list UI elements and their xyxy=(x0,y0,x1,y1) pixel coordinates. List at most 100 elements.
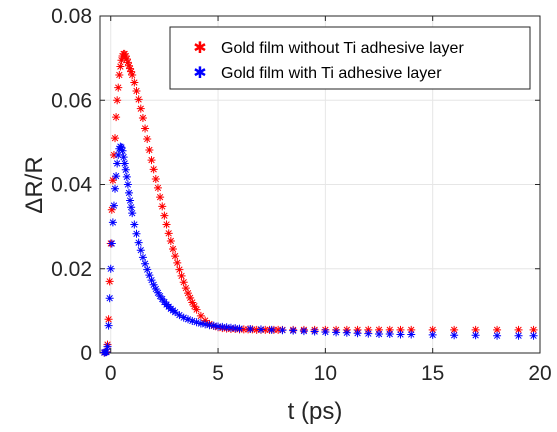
data-point xyxy=(177,271,186,280)
data-point xyxy=(364,329,373,338)
data-point xyxy=(321,327,330,336)
data-point xyxy=(111,134,120,143)
data-point xyxy=(138,253,147,262)
data-point xyxy=(342,328,351,337)
x-tick-label: 20 xyxy=(528,362,551,385)
data-point xyxy=(113,159,122,168)
data-point xyxy=(128,209,137,218)
data-point xyxy=(222,323,231,332)
data-point xyxy=(104,315,113,324)
legend-marker-1: ✱ xyxy=(193,65,206,82)
data-point xyxy=(105,294,114,303)
data-point xyxy=(147,156,156,165)
data-point xyxy=(375,330,384,339)
x-tick-label: 0 xyxy=(105,362,117,385)
axes xyxy=(99,15,541,354)
data-point xyxy=(127,203,136,212)
data-point xyxy=(164,229,173,238)
data-point xyxy=(428,330,437,339)
data-point xyxy=(278,326,287,335)
x-axis-label: t (ps) xyxy=(288,398,343,425)
data-point xyxy=(115,70,124,79)
data-point xyxy=(514,325,523,334)
data-point xyxy=(209,321,218,330)
data-point xyxy=(375,325,384,334)
data-point xyxy=(529,331,538,340)
data-point xyxy=(252,325,261,334)
data-point xyxy=(136,246,145,255)
y-tick-label: 0.04 xyxy=(51,174,92,197)
data-point xyxy=(162,220,171,229)
data-point xyxy=(109,201,118,210)
data-point xyxy=(168,244,177,253)
data-point xyxy=(151,175,160,184)
data-point xyxy=(396,330,405,339)
data-point xyxy=(123,180,132,189)
legend-marker-0: ✱ xyxy=(193,40,206,57)
data-point xyxy=(126,196,135,205)
data-point xyxy=(114,151,123,160)
data-point xyxy=(138,113,147,122)
data-point xyxy=(124,188,133,197)
data-point xyxy=(493,325,502,334)
data-point xyxy=(332,328,341,337)
data-point xyxy=(471,331,480,340)
data-point xyxy=(117,56,126,65)
data-point xyxy=(147,276,156,285)
data-point xyxy=(105,277,114,286)
data-point xyxy=(201,320,210,329)
data-point xyxy=(158,295,167,304)
data-point xyxy=(106,264,115,273)
x-tick-label: 10 xyxy=(314,362,337,385)
data-point xyxy=(156,292,165,301)
y-tick-label: 0.02 xyxy=(51,258,92,281)
data-point xyxy=(151,284,160,293)
data-point xyxy=(514,331,523,340)
data-point xyxy=(108,176,117,185)
data-point xyxy=(299,327,308,336)
data-point xyxy=(122,172,131,181)
legend-box xyxy=(169,26,531,90)
data-point xyxy=(145,145,154,154)
data-point xyxy=(450,331,459,340)
data-point xyxy=(196,311,205,320)
data-point xyxy=(123,58,132,67)
legend-label-0: Gold film without Ti adhesive layer xyxy=(221,40,464,57)
data-point xyxy=(158,202,167,211)
data-point xyxy=(124,61,133,70)
data-point xyxy=(226,323,235,332)
data-point xyxy=(103,342,112,351)
data-point xyxy=(184,289,192,298)
data-point xyxy=(218,322,227,331)
data-point xyxy=(188,298,197,307)
data-point xyxy=(156,193,165,202)
data-point xyxy=(121,165,130,174)
data-point xyxy=(102,348,111,357)
data-point xyxy=(235,324,244,333)
data-point xyxy=(428,325,437,334)
data-point xyxy=(120,159,129,168)
data-point xyxy=(104,321,113,330)
data-point xyxy=(289,326,298,335)
data-point xyxy=(116,62,125,71)
data-point xyxy=(134,238,143,247)
x-tick-label: 15 xyxy=(421,362,444,385)
data-point xyxy=(192,318,201,327)
data-point xyxy=(121,52,130,61)
data-point xyxy=(231,324,240,333)
data-point xyxy=(117,143,126,152)
data-point xyxy=(450,325,459,334)
data-point xyxy=(171,252,180,261)
data-point xyxy=(385,325,394,334)
legend-label-1: Gold film with Ti adhesive layer xyxy=(221,65,442,82)
data-point xyxy=(179,278,188,287)
data-point xyxy=(132,229,141,238)
data-point xyxy=(396,325,405,334)
data-point xyxy=(122,54,131,63)
data-point xyxy=(127,67,136,76)
data-point xyxy=(141,124,150,133)
data-point xyxy=(256,325,265,334)
y-axis-label: ΔR/R xyxy=(21,156,48,213)
data-point xyxy=(310,327,319,336)
data-point xyxy=(274,325,283,334)
